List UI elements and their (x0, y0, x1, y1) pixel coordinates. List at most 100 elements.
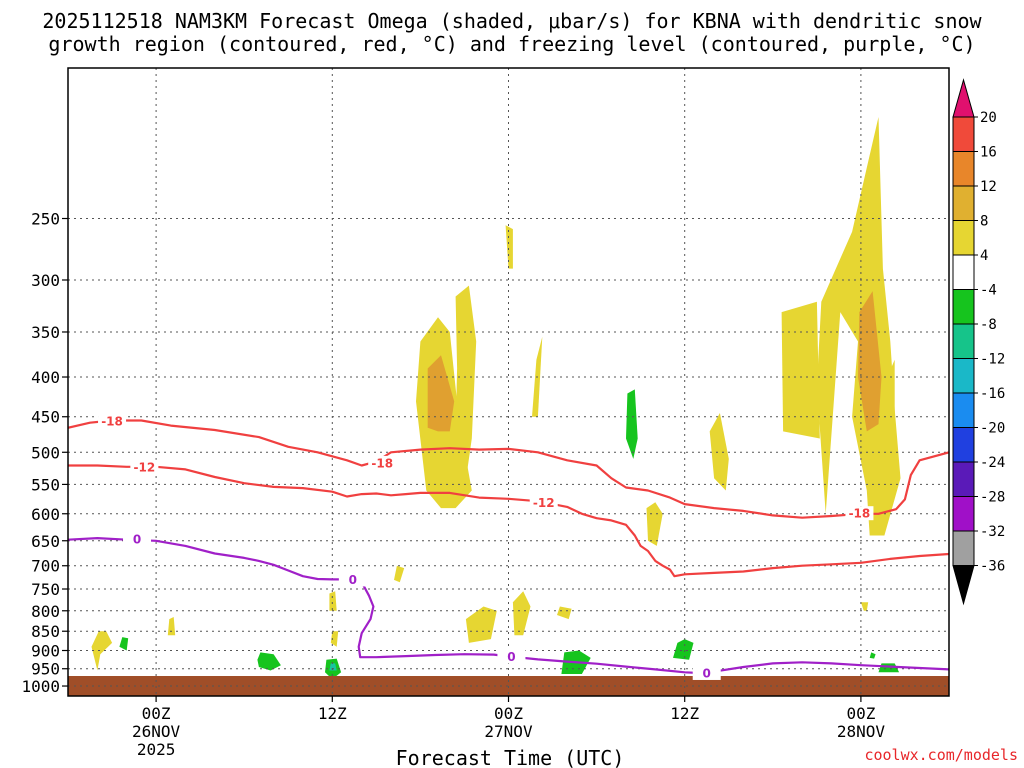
contour-label: -18 (849, 507, 871, 521)
contour-label: -18 (371, 456, 393, 470)
y-tick-label: 350 (31, 323, 60, 342)
contour-line--12 (68, 464, 949, 578)
x-tick-label: 12Z (670, 704, 699, 723)
colorbar-label: 20 (980, 110, 997, 126)
colorbar-label: -8 (980, 317, 997, 333)
colorbar-label: -20 (980, 421, 1005, 437)
colorbar-segment (952, 151, 975, 187)
contour-label-bg (368, 455, 397, 470)
omega-region-yellow (505, 225, 513, 269)
contour-label-bg (529, 495, 558, 510)
omega-region-yellow (860, 602, 869, 611)
colorbar-segment (952, 427, 975, 463)
colorbar: 20 16 12 8 4 -4 -8 -12 -16 -20 -24 -28 -32 -36 (952, 78, 1005, 606)
chart-title-line1: 2025112518 NAM3KM Forecast Omega (shaded… (42, 9, 982, 33)
y-tick-label: 400 (31, 368, 60, 387)
colorbar-segment (952, 530, 975, 566)
colorbar-label: -36 (980, 559, 1005, 575)
colorbar-segment (952, 289, 975, 325)
y-tick-label: 850 (31, 622, 60, 641)
y-tick-label: 950 (31, 660, 60, 679)
colorbar-bottom-arrow (952, 565, 975, 606)
contour-label-bg (130, 459, 159, 474)
x-tick-label: 00Z (846, 704, 875, 723)
x-tick-label: 00Z (142, 704, 171, 723)
colorbar-segment (952, 461, 975, 497)
colorbar-segment (952, 185, 975, 221)
colorbar-segment (952, 116, 975, 152)
colorbar-label: -4 (980, 283, 997, 299)
y-tick-label: 1000 (21, 677, 60, 696)
colorbar-segment (952, 323, 975, 359)
y-tick-label: 300 (31, 271, 60, 290)
contour-label: 0 (703, 666, 711, 680)
contour-label-bg (338, 572, 367, 587)
omega-region-green (257, 652, 281, 671)
grid (68, 68, 949, 696)
y-tick-label: 450 (31, 408, 60, 427)
omega-region-yellow (816, 117, 901, 536)
y-tick-label: 900 (31, 641, 60, 660)
colorbar-label: 16 (980, 145, 997, 161)
x-axis-label: Forecast Time (UTC) (396, 746, 625, 768)
chart-title-line2: growth region (contoured, red, °C) and f… (48, 32, 975, 56)
y-tick-label: 750 (31, 580, 60, 599)
y-tick-label: 700 (31, 557, 60, 576)
omega-region-yellow (465, 606, 497, 643)
colorbar-label: -12 (980, 352, 1005, 368)
omega-region-yellow (646, 502, 663, 546)
contour-label: 0 (349, 573, 357, 587)
y-tick-label: 650 (31, 532, 60, 551)
colorbar-top-arrow (952, 78, 975, 118)
omega-region-yellow (329, 591, 337, 611)
x-tick-label: 12Z (318, 704, 347, 723)
omega-region-green (673, 639, 694, 660)
y-tick-label: 500 (31, 443, 60, 462)
colorbar-segment (952, 220, 975, 256)
colorbar-segment (952, 392, 975, 428)
y-axis-ticks: 2503003504004505005506006507007508008509… (21, 210, 68, 696)
omega-region-yellow (557, 606, 572, 620)
temperature-contours: -18 -18 -18 -12 -12 0 0 0 0 (68, 414, 949, 680)
omega-region-green (626, 389, 638, 459)
omega-region-yellow (330, 631, 339, 647)
x-tick-label: 27NOV (484, 722, 533, 741)
colorbar-segment (952, 254, 975, 290)
omega-region-yellow (454, 285, 477, 491)
omega-region-orange (427, 355, 455, 432)
contour-label: 0 (133, 533, 141, 547)
omega-region-green (869, 652, 876, 659)
contour-label: -12 (134, 460, 156, 474)
omega-region-yellow (91, 631, 113, 671)
omega-region-teal (329, 663, 337, 671)
contour-label: 0 (507, 650, 515, 664)
contour-label-bg (497, 649, 526, 664)
y-tick-label: 800 (31, 602, 60, 621)
colorbar-segment (952, 358, 975, 394)
colorbar-label: 8 (980, 214, 988, 230)
contour-label-bg (845, 506, 874, 521)
omega-region-green (119, 637, 129, 651)
contour-label: -18 (101, 415, 123, 429)
x-tick-label: 26NOV (132, 722, 181, 741)
y-tick-label: 550 (31, 475, 60, 494)
contour-line-0 (68, 537, 949, 675)
x-tick-label: 28NOV (837, 722, 886, 741)
colorbar-label: -16 (980, 386, 1005, 402)
colorbar-label: -24 (980, 455, 1005, 471)
contour-label-bg (123, 532, 152, 547)
credit-text[interactable]: coolwx.com/models (864, 746, 1018, 764)
omega-region-yellow (394, 565, 405, 583)
x-tick-label: 00Z (494, 704, 523, 723)
colorbar-segment (952, 496, 975, 532)
x-tick-label: 2025 (137, 740, 176, 759)
omega-region-yellow (512, 591, 531, 636)
y-tick-label: 600 (31, 505, 60, 524)
contour-label-bg (692, 665, 721, 680)
omega-region-yellow (709, 413, 729, 491)
omega-region-orange (858, 291, 882, 432)
y-tick-label: 250 (31, 210, 60, 229)
colorbar-label: -32 (980, 524, 1005, 540)
